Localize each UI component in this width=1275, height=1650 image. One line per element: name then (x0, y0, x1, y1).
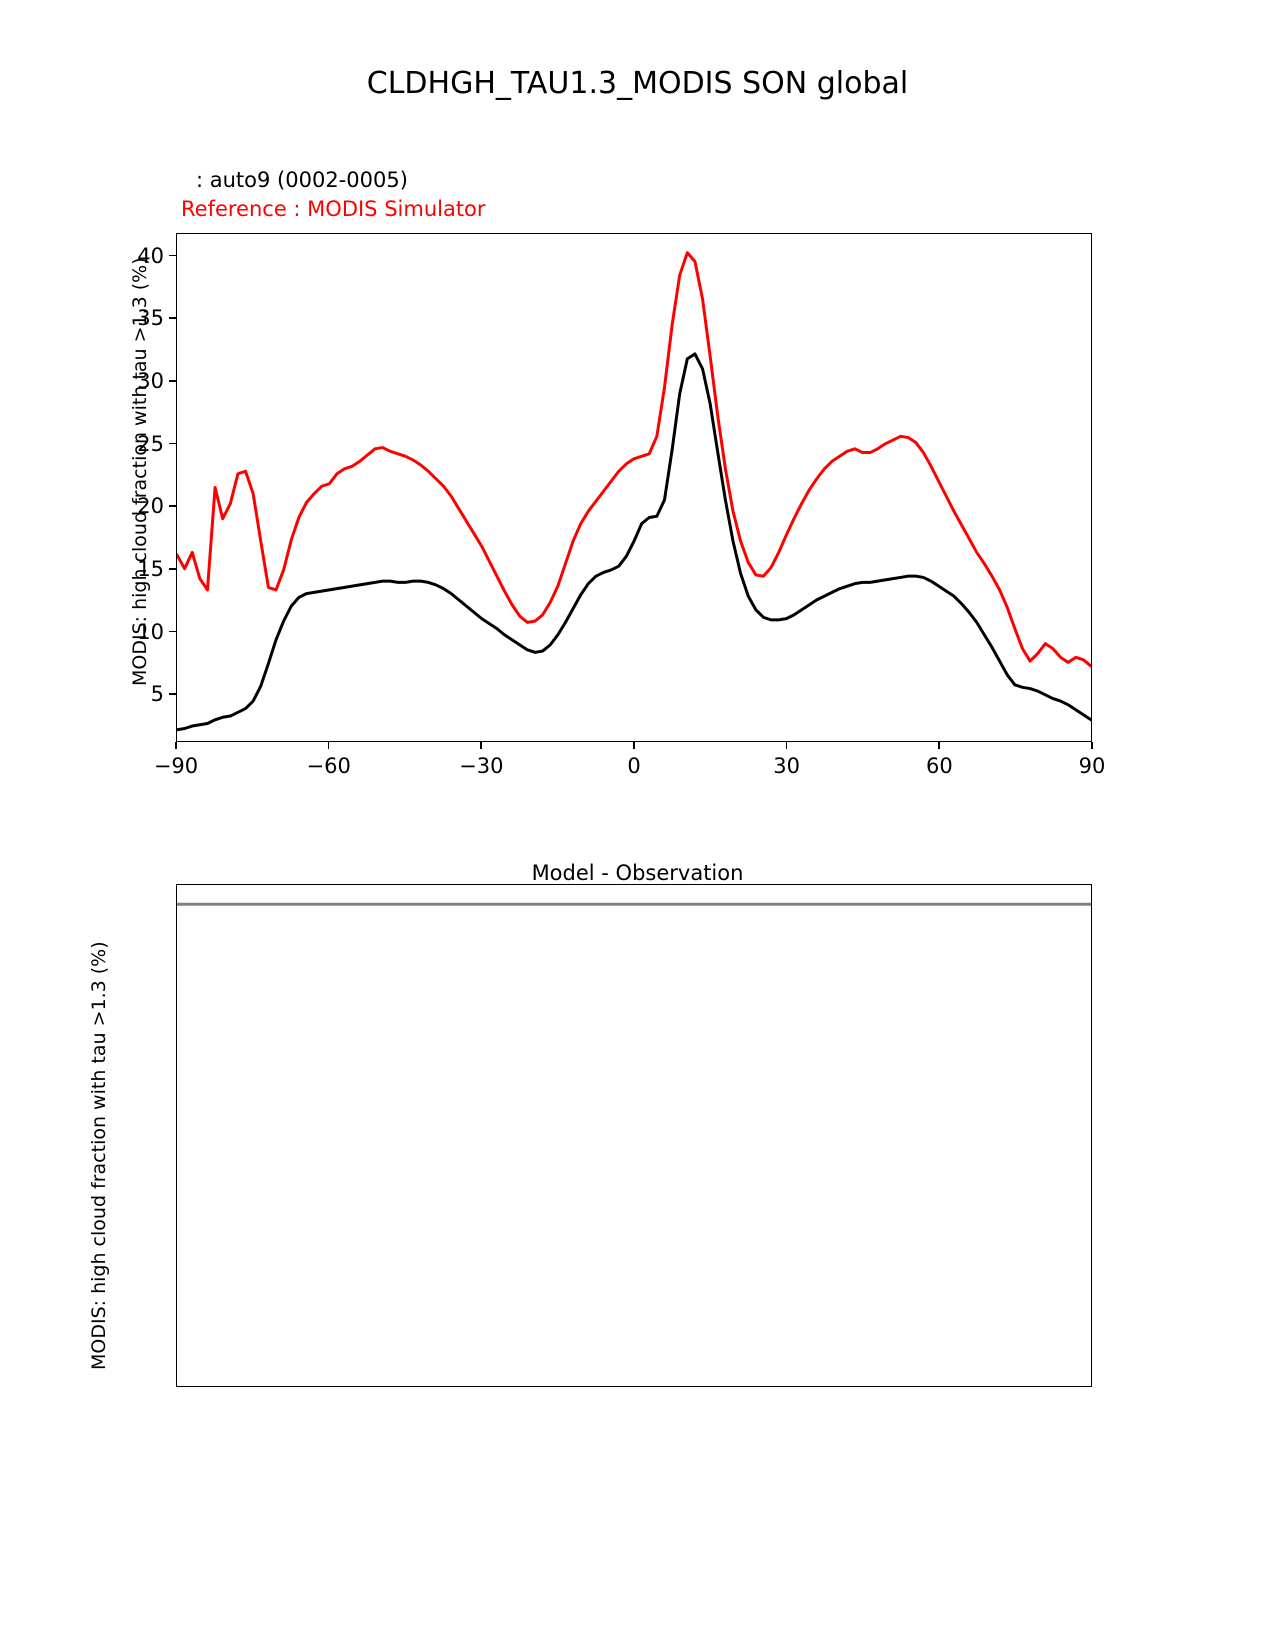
top-y-tick-label-7: 40 (137, 243, 164, 268)
top-y-tickmark-5 (169, 379, 176, 382)
top-x-tickmark-1 (327, 742, 330, 749)
top-x-tick-label-0: −90 (153, 754, 199, 778)
series-line-2 (177, 352, 1091, 732)
top-y-tickmark-3 (169, 505, 176, 508)
top-x-tickmark-3 (633, 742, 635, 749)
bottom-panel-plot-area (176, 884, 1092, 1387)
top-x-tick-label-3: 0 (627, 754, 641, 778)
top-y-tickmark-1 (169, 630, 176, 633)
top-y-tick-label-6: 35 (137, 306, 164, 331)
top-y-tick-label-1: 10 (137, 619, 164, 644)
top-y-tickmark-2 (169, 567, 176, 570)
top-x-tick-label-2: −30 (459, 754, 504, 778)
top-x-tickmark-6 (1091, 742, 1093, 749)
top-x-tick-label-1: −60 (306, 754, 351, 778)
top-panel-svg (177, 251, 1091, 732)
figure-title: CLDHGH_TAU1.3_MODIS SON global (366, 66, 909, 101)
top-y-tick-label-2: 15 (137, 556, 164, 581)
top-y-tickmark-4 (169, 442, 176, 445)
top-x-tickmark-2 (480, 742, 483, 749)
top-panel-plot-area (176, 233, 1092, 742)
bottom-panel-svg (177, 902, 1091, 906)
top-y-tickmark-6 (169, 317, 176, 320)
top-y-tick-label-3: 20 (137, 494, 164, 519)
top-x-tick-label-4: 30 (773, 754, 801, 778)
series-line-1 (177, 251, 1091, 668)
top-x-tickmark-5 (938, 742, 941, 749)
legend-entry-reference: Reference : MODIS Simulator (181, 197, 486, 221)
top-y-tick-label-0: 5 (150, 682, 164, 707)
top-x-tickmark-4 (785, 742, 788, 749)
top-y-tickmark-0 (169, 693, 176, 696)
top-y-tickmark-7 (169, 254, 176, 257)
top-x-tickmark-0 (175, 742, 177, 749)
bottom-panel-y-axis-label: MODIS: high cloud fraction with tau >1.3… (88, 941, 110, 1370)
top-x-tick-label-6: 90 (1078, 754, 1106, 778)
legend-entry-model: : auto9 (0002-0005) (196, 168, 408, 192)
top-x-tick-label-5: 60 (925, 754, 953, 778)
top-y-tick-label-4: 25 (137, 431, 164, 456)
bottom-panel-title: Model - Observation (531, 861, 744, 885)
top-y-tick-label-5: 30 (137, 368, 164, 393)
